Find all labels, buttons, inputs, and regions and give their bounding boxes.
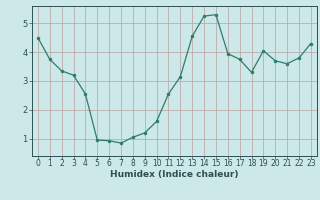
X-axis label: Humidex (Indice chaleur): Humidex (Indice chaleur)	[110, 170, 239, 179]
